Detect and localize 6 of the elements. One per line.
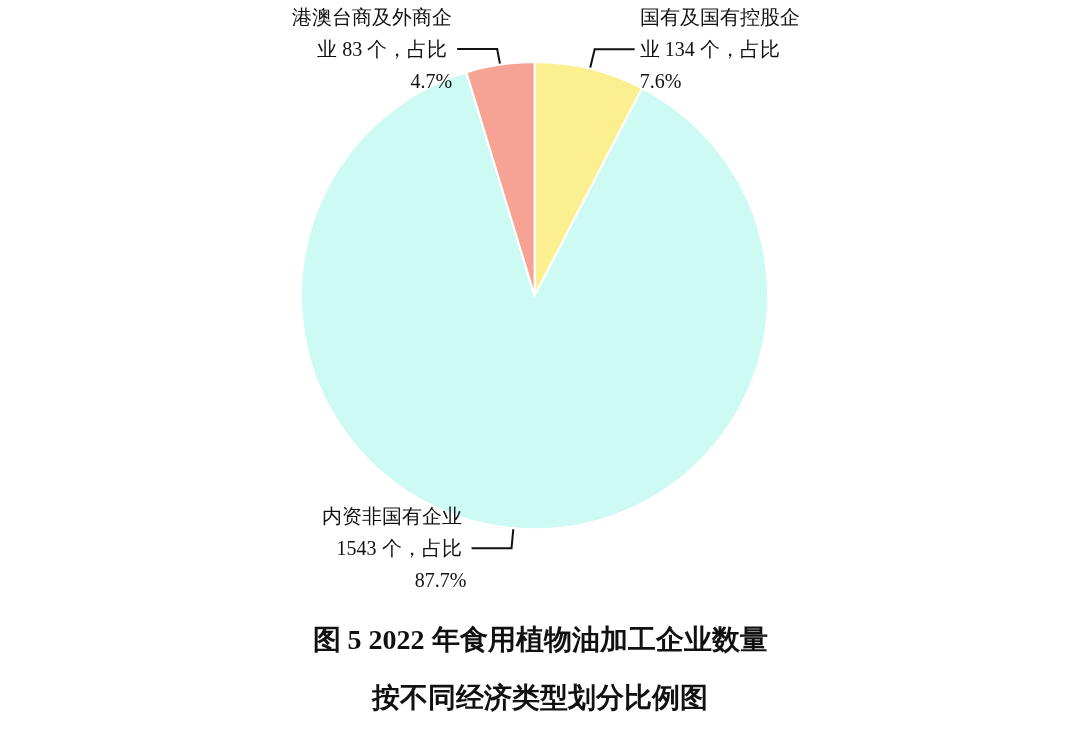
data-label: 1543 个，占比 87.7% bbox=[336, 537, 467, 592]
text: 图 5 2022 年食用植物油加工企业数量 bbox=[312, 623, 768, 655]
slice-label: 国有及国有控股企业 134 个，占比 7.6% bbox=[639, 6, 800, 93]
slice-label: 内资非国有企业 bbox=[321, 505, 467, 528]
slice-label: 港澳台商及外商企业 83 个，占比 4.7% bbox=[292, 6, 453, 92]
text: 按不同经济类型划分比例图 bbox=[371, 681, 708, 713]
